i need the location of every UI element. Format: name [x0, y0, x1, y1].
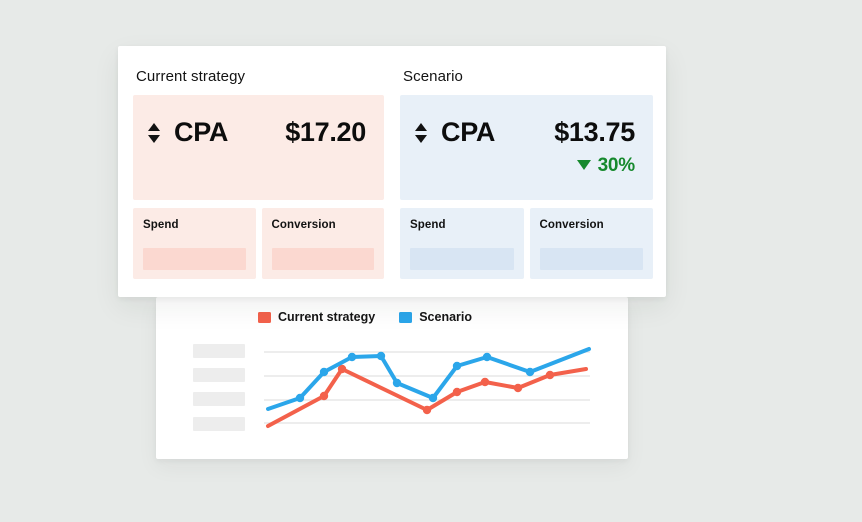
current-cpa-label: CPA	[174, 117, 229, 147]
current-spend-card[interactable]: Spend	[133, 208, 256, 279]
scenario-conversion-placeholder-bar	[539, 248, 643, 270]
scenario-cpa-metric-box: CPA $13.75 30%	[400, 95, 653, 200]
cpa-change-badge: 30%	[414, 155, 635, 177]
current-cpa-value: $17.20	[285, 117, 366, 147]
current-cpa-metric-box: CPA $17.20	[133, 95, 384, 200]
scenario-cpa-value: $13.75	[554, 117, 635, 147]
chart-card: Current strategy Scenario	[156, 297, 628, 459]
y-axis-label-placeholder	[193, 392, 245, 406]
legend-swatch-current-strategy	[257, 311, 271, 323]
sort-down-triangle-icon	[415, 134, 427, 143]
sort-arrows-icon[interactable]	[414, 122, 428, 144]
scenario-conversion-label: Conversion	[539, 219, 604, 231]
scenario-conversion-card[interactable]: Conversion	[529, 208, 653, 279]
scenario-heading: Scenario	[403, 68, 464, 85]
scenario-cpa-label: CPA	[441, 117, 496, 147]
scenario-spend-placeholder-bar	[410, 248, 514, 270]
current-spend-placeholder-bar	[143, 248, 246, 270]
legend-swatch-scenario	[399, 311, 413, 323]
current-sub-cards: Spend Conversion	[133, 208, 384, 279]
chart-legend: Current strategy Scenario	[156, 310, 628, 324]
comparison-line-chart	[264, 347, 591, 428]
cpa-change-value: 30%	[597, 155, 636, 176]
current-strategy-column: Current strategy CPA $17.20 Spend C	[133, 46, 384, 297]
legend-item-scenario[interactable]: Scenario	[399, 310, 472, 324]
scenario-spend-label: Spend	[410, 219, 446, 231]
scenario-column: Scenario CPA $13.75 30% Spend	[400, 46, 653, 297]
scenario-spend-card[interactable]: Spend	[400, 208, 524, 279]
legend-label-scenario: Scenario	[419, 310, 473, 324]
decrease-triangle-icon	[576, 160, 591, 170]
comparison-card: Current strategy CPA $17.20 Spend C	[118, 46, 666, 297]
y-axis-label-placeholder	[193, 368, 245, 382]
legend-item-current-strategy[interactable]: Current strategy	[257, 310, 376, 324]
y-axis-label-placeholder	[193, 417, 245, 431]
sort-arrows-icon[interactable]	[147, 122, 161, 144]
current-conversion-card[interactable]: Conversion	[261, 208, 384, 279]
sort-down-triangle-icon	[148, 134, 160, 143]
current-spend-label: Spend	[143, 219, 179, 231]
scenario-sub-cards: Spend Conversion	[400, 208, 653, 279]
current-cpa-metric-row: CPA $17.20	[147, 117, 366, 148]
current-conversion-label: Conversion	[271, 219, 336, 231]
current-conversion-placeholder-bar	[271, 248, 374, 270]
legend-label-current-strategy: Current strategy	[277, 310, 376, 324]
sort-up-triangle-icon	[415, 122, 427, 131]
y-axis-label-placeholder	[193, 344, 245, 358]
scenario-cpa-metric-row: CPA $13.75	[414, 117, 635, 148]
sort-up-triangle-icon	[148, 122, 160, 131]
current-strategy-heading: Current strategy	[136, 68, 246, 85]
